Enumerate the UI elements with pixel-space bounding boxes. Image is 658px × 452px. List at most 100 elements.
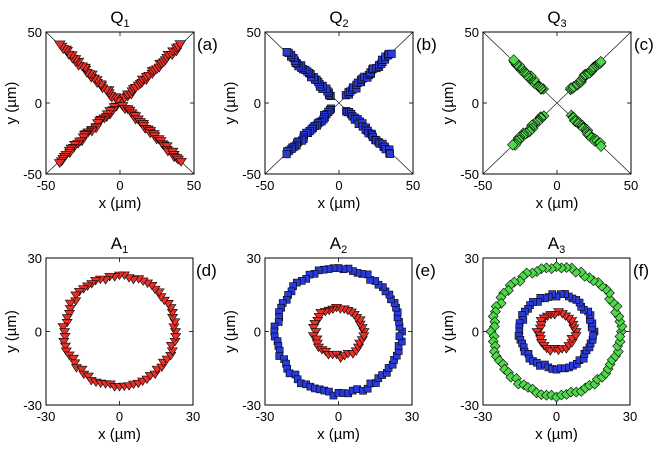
data-point	[63, 310, 76, 319]
series-square	[282, 48, 396, 159]
x-tick-label: 0	[335, 178, 342, 193]
x-tick-label: 50	[406, 178, 420, 193]
y-axis-label: y (µm)	[440, 82, 457, 125]
y-axis-label: y (µm)	[222, 310, 239, 353]
series-triangle-down	[531, 308, 582, 356]
x-axis-label: x (µm)	[317, 426, 360, 443]
data-point	[536, 263, 547, 275]
y-axis-label: y (µm)	[3, 310, 20, 353]
y-tick-label: 50	[247, 25, 261, 40]
x-tick-label: 50	[187, 178, 201, 193]
data-point	[325, 387, 333, 396]
data-point	[59, 328, 71, 337]
y-tick-label: -30	[460, 398, 479, 413]
data-point	[614, 316, 626, 327]
data-marks	[485, 261, 628, 403]
series-diamond	[507, 54, 607, 152]
x-tick-label: 0	[116, 409, 123, 424]
y-tick-label: 50	[465, 25, 479, 40]
series-square	[514, 290, 599, 374]
data-point	[60, 347, 72, 356]
data-point	[76, 365, 88, 375]
y-tick-label: 0	[472, 96, 479, 111]
x-tick-label: -50	[37, 178, 56, 193]
x-tick-label: 0	[553, 178, 560, 193]
data-point	[282, 48, 291, 57]
panel-title: Q2	[329, 8, 348, 30]
x-tick-label: 0	[116, 178, 123, 193]
panel-letter: (b)	[416, 35, 437, 54]
data-marks	[507, 54, 607, 152]
panel-title: A1	[111, 234, 128, 256]
panel-title: Q3	[547, 8, 566, 30]
y-tick-label: 30	[28, 251, 42, 266]
y-tick-label: 50	[28, 25, 42, 40]
data-point	[589, 331, 597, 340]
x-axis-label: x (µm)	[318, 195, 361, 212]
panel-letter: (d)	[196, 261, 217, 280]
data-point	[57, 323, 69, 332]
panel-letter: (f)	[633, 261, 649, 280]
series-triangle-down	[53, 40, 187, 168]
x-axis-label: x (µm)	[536, 195, 579, 212]
y-tick-label: 0	[35, 96, 42, 111]
panel-q2: -50 0 50 -50 0 50 x (µm) y (µm) Q2 (b)	[222, 8, 437, 212]
y-tick-label: -50	[23, 167, 42, 182]
y-tick-label: 30	[247, 251, 261, 266]
panel-q1: -50 0 50 -50 0 50 x (µm) y (µm) Q1 (a)	[3, 8, 218, 212]
data-point	[61, 314, 73, 323]
data-point	[610, 306, 621, 318]
y-tick-label: 0	[35, 325, 42, 340]
y-axis-label: y (µm)	[3, 82, 20, 125]
y-tick-label: 0	[472, 325, 479, 340]
y-tick-label: -30	[23, 398, 42, 413]
y-tick-label: -50	[460, 167, 479, 182]
data-point	[595, 56, 607, 68]
x-tick-label: 0	[553, 409, 560, 424]
data-point	[595, 140, 607, 152]
data-point	[53, 159, 66, 168]
data-point	[82, 372, 94, 381]
data-point	[53, 40, 66, 50]
data-point	[175, 157, 187, 167]
plot-frame	[482, 257, 631, 406]
panel-a3: -30 0 30 -30 0 30 x (µm) y (µm) A3 (f)	[440, 234, 649, 443]
data-point	[311, 339, 323, 348]
x-tick-label: -30	[256, 409, 275, 424]
data-point	[70, 291, 82, 300]
data-point	[67, 354, 79, 364]
x-tick-label: 0	[335, 409, 342, 424]
panel-title: A2	[330, 234, 347, 256]
series-diamond	[485, 261, 628, 403]
data-point	[385, 149, 395, 158]
data-point	[315, 309, 327, 318]
data-point	[174, 40, 187, 50]
data-marks	[53, 40, 187, 168]
series-square	[270, 264, 406, 400]
panel-title: A3	[548, 234, 565, 256]
data-marks	[282, 48, 396, 159]
data-point	[170, 333, 182, 342]
series-triangle-down	[57, 271, 182, 392]
y-tick-label: 0	[254, 96, 261, 111]
data-point	[69, 359, 81, 368]
data-point	[508, 54, 520, 66]
x-tick-label: -50	[474, 178, 493, 193]
data-point	[59, 342, 71, 351]
data-marks	[57, 271, 182, 392]
x-axis-label: x (µm)	[535, 426, 578, 443]
x-tick-label: -50	[256, 178, 275, 193]
data-point	[64, 299, 76, 309]
data-point	[395, 332, 404, 341]
data-point	[310, 328, 322, 337]
data-point	[387, 49, 396, 58]
antidiagonal-line	[482, 31, 632, 175]
data-point	[61, 318, 73, 328]
y-tick-label: -30	[242, 398, 261, 413]
y-tick-label: 30	[465, 251, 479, 266]
data-point	[282, 150, 291, 159]
data-point	[570, 332, 582, 341]
x-tick-label: 30	[405, 409, 419, 424]
x-tick-label: -30	[37, 409, 56, 424]
y-axis-label: y (µm)	[440, 310, 457, 353]
